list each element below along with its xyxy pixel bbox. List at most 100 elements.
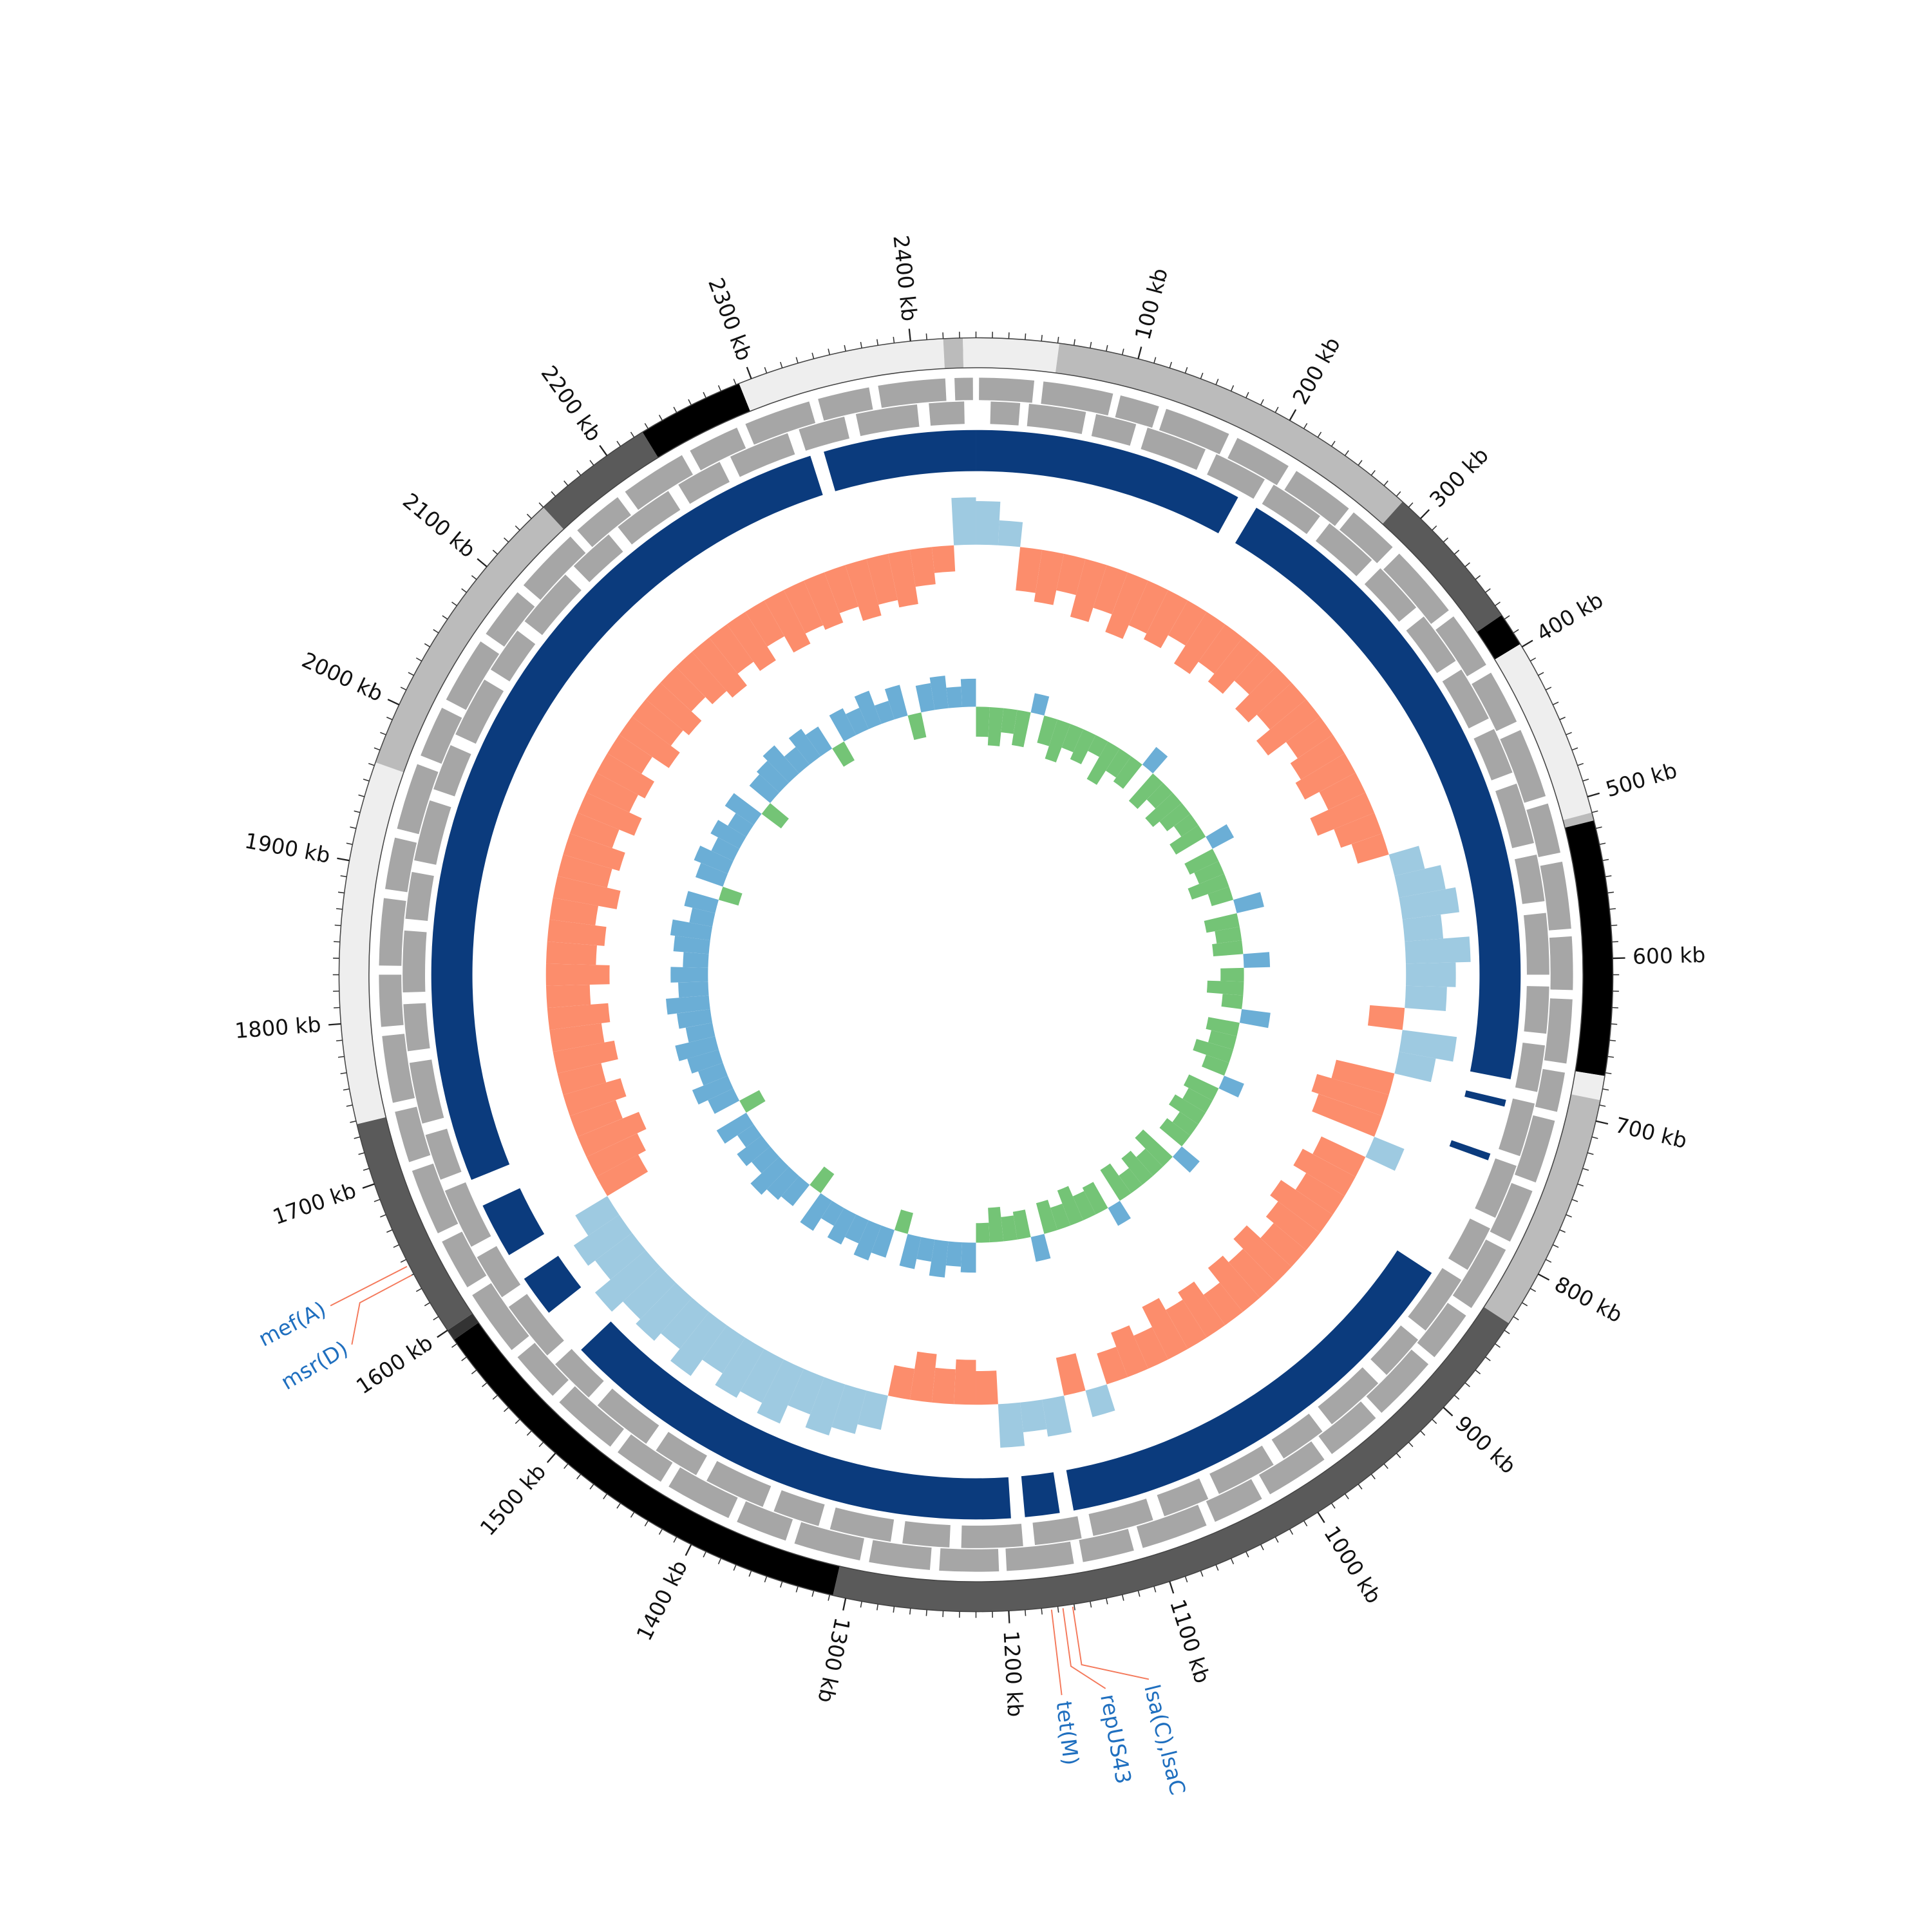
gene (799, 417, 849, 451)
gc-skew-bar (678, 981, 709, 998)
gc-skew-bar (1061, 724, 1084, 753)
minor-tick (1571, 1198, 1578, 1202)
contig (1562, 812, 1595, 828)
gc-content-bar (563, 833, 625, 871)
gc-skew-bar (1050, 1203, 1071, 1230)
gc-content-bar (1394, 865, 1446, 898)
gc-skew-bar (915, 683, 935, 713)
minor-tick (1595, 826, 1602, 829)
gc-content-bar (1334, 812, 1383, 848)
minor-tick (451, 1343, 457, 1348)
minor-tick (1184, 1576, 1188, 1583)
gc-content-bar (887, 1365, 915, 1400)
gc-skew-bar (1193, 1039, 1234, 1063)
minor-tick (1611, 1023, 1618, 1025)
tick-label: 800 kb (1551, 1271, 1627, 1328)
gene (1091, 414, 1137, 446)
gc-content-bar (954, 1359, 976, 1405)
gc-content-bar (1208, 1255, 1260, 1312)
annotation-label: msr(D) (276, 1336, 352, 1395)
gc-skew-bar (766, 1166, 799, 1200)
minor-tick (1566, 1214, 1572, 1218)
minor-tick (893, 1606, 895, 1613)
minor-tick (1274, 1537, 1279, 1543)
minor-tick (1358, 460, 1363, 466)
minor-tick (451, 601, 457, 607)
blast-hit (824, 430, 976, 491)
tick-label: 1400 kb (631, 1556, 692, 1644)
minor-tick (1169, 361, 1172, 368)
major-tick (746, 366, 752, 379)
gene (690, 428, 746, 471)
minor-tick (424, 1302, 430, 1307)
annotation-line (351, 1274, 412, 1345)
gc-content-bar (976, 501, 1001, 545)
gc-skew-bar (1036, 1199, 1058, 1234)
tick-label: 1200 kb (999, 1630, 1028, 1718)
minor-tick (1602, 1088, 1609, 1091)
minor-tick (1577, 1183, 1584, 1187)
minor-tick (1331, 440, 1336, 447)
gc-content-bar (595, 1233, 646, 1280)
gc-skew-bar (844, 1214, 869, 1244)
gene (486, 592, 535, 647)
gc-skew-bar (1121, 1150, 1153, 1185)
minor-tick (538, 502, 544, 508)
gene (1364, 568, 1417, 622)
minor-tick (748, 1570, 752, 1577)
gc-skew-bar (1088, 735, 1108, 757)
minor-tick (1408, 502, 1414, 508)
tick-label: 1300 kb (813, 1615, 855, 1705)
minor-tick (828, 1594, 831, 1601)
gc-skew-bar (1215, 926, 1242, 944)
tick-label: 100 kb (1130, 265, 1173, 342)
annotation-line (1072, 1606, 1150, 1680)
gene (668, 1467, 738, 1519)
gene (395, 1106, 431, 1162)
gc-skew-bar (1183, 1074, 1219, 1101)
gc-skew-bar (1208, 1030, 1237, 1050)
gc-content-bar (1056, 553, 1086, 595)
minor-tick (471, 1369, 477, 1374)
gc-content-bar (951, 497, 976, 545)
major-tick (477, 558, 488, 567)
minor-tick (1587, 1152, 1594, 1155)
gene (855, 404, 920, 437)
minor-tick (393, 1244, 400, 1248)
gc-skew-bar (692, 1075, 734, 1105)
minor-tick (1504, 615, 1510, 620)
minor-tick (1454, 1394, 1460, 1400)
minor-tick (354, 1136, 361, 1139)
gc-skew-bar (874, 701, 895, 724)
minor-tick (1121, 1594, 1124, 1601)
minor-tick (1432, 525, 1437, 531)
gene (625, 455, 694, 510)
gc-skew-bar (1204, 913, 1240, 933)
minor-tick (1215, 1564, 1219, 1571)
gene (1141, 428, 1206, 470)
gc-content-bar (1203, 1282, 1243, 1325)
gc-content-bar (632, 699, 683, 746)
gc-skew-bar (1212, 940, 1244, 957)
minor-tick (1396, 1452, 1401, 1459)
gene (477, 1245, 521, 1298)
gc-content-bar (887, 549, 918, 608)
gene (446, 641, 500, 710)
gc-content-bar (1312, 1094, 1383, 1137)
gene (508, 1294, 564, 1356)
tick-label: 1000 kb (1319, 1522, 1387, 1608)
gc-skew-bar (821, 1200, 844, 1226)
gc-content-bar (1166, 1300, 1207, 1349)
minor-tick (1443, 537, 1448, 543)
minor-tick (1090, 1601, 1092, 1608)
minor-tick (1495, 1343, 1501, 1348)
gene (961, 1524, 1023, 1548)
contig (1477, 615, 1520, 660)
gene (414, 800, 451, 865)
minor-tick (1420, 1430, 1426, 1436)
gene (618, 491, 681, 545)
contig (357, 1117, 473, 1331)
gene (656, 1432, 707, 1475)
minor-tick (1607, 891, 1615, 894)
minor-tick (515, 525, 520, 531)
